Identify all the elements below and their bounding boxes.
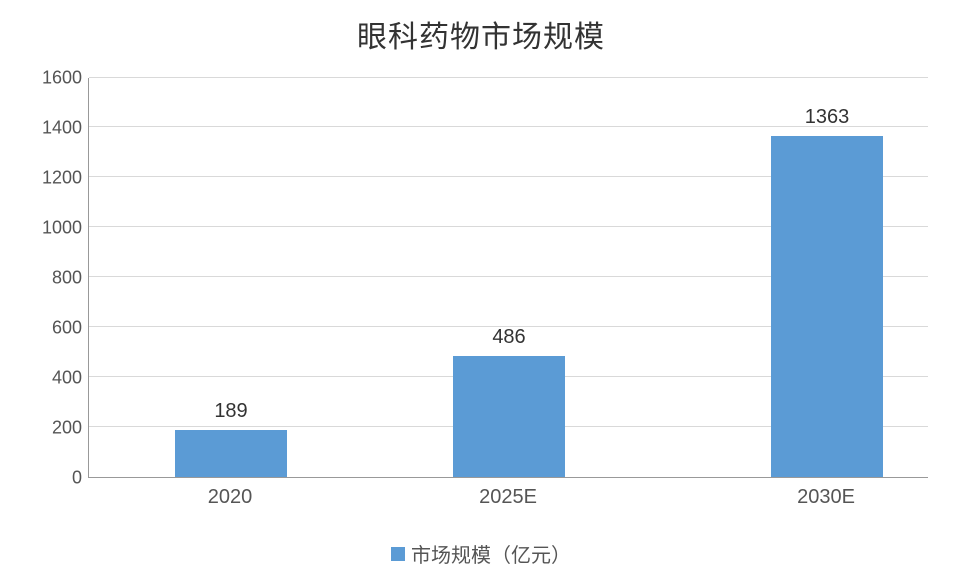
x-tick-label: 2025E: [448, 486, 568, 509]
chart-container: 眼科药物市场规模 0 200 400 600 800 1000 1200 140…: [0, 0, 962, 578]
bar-value-label: 1363: [767, 106, 887, 129]
y-tick-label: 1200: [12, 168, 82, 189]
y-tick-label: 1400: [12, 118, 82, 139]
bar-2030e: [771, 136, 883, 477]
y-tick-label: 400: [12, 368, 82, 389]
y-tick-label: 200: [12, 418, 82, 439]
bar-value-label: 189: [171, 400, 291, 423]
legend-swatch: [391, 547, 405, 561]
legend-text: 市场规模（亿元）: [411, 545, 571, 567]
y-tick-label: 1600: [12, 68, 82, 89]
bar-value-label: 486: [449, 326, 569, 349]
legend: 市场规模（亿元）: [0, 539, 962, 568]
y-tick-label: 0: [12, 468, 82, 489]
y-tick-label: 1000: [12, 218, 82, 239]
gridline: [89, 77, 928, 78]
y-tick-label: 600: [12, 318, 82, 339]
bar-2025e: [453, 356, 565, 478]
y-tick-label: 800: [12, 268, 82, 289]
x-tick-label: 2030E: [766, 486, 886, 509]
plot-area: 189 486 1363: [88, 78, 928, 478]
chart-title: 眼科药物市场规模: [0, 12, 962, 56]
bar-2020: [175, 430, 287, 477]
x-tick-label: 2020: [170, 486, 290, 509]
